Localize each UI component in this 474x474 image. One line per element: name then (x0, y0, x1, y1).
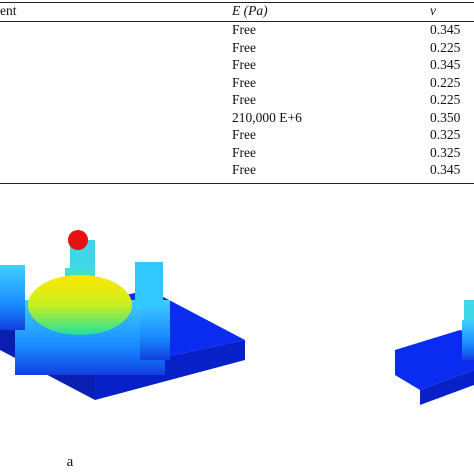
header-cell: E (Pa) (232, 3, 268, 18)
table-cell: Free (232, 144, 256, 160)
figure-label: a (67, 454, 74, 470)
table-cell: Free (232, 57, 256, 72)
rule (0, 21, 474, 22)
table-cell: 0.345 (430, 57, 461, 72)
table-cell: 0.345 (430, 162, 461, 177)
table-cell: 0.225 (430, 92, 461, 107)
slab-side (95, 340, 245, 400)
header-cell: ent (0, 3, 17, 18)
table-cell: Free (232, 127, 256, 142)
building (462, 320, 474, 360)
dome-top (68, 230, 88, 250)
rule (0, 2, 474, 3)
slab-top (395, 330, 474, 390)
table-cell: 0.225 (430, 74, 461, 90)
table-cell: 0.345 (430, 22, 461, 37)
table-cell: 210,000 E+6 (232, 109, 302, 125)
dome (28, 275, 132, 335)
table-cell: Free (232, 74, 256, 90)
header-cell: v (430, 3, 436, 18)
slab-side (420, 370, 474, 405)
tower (140, 300, 170, 360)
tower (0, 265, 25, 330)
table-cell: Free (232, 162, 256, 177)
table-cell: 0.350 (430, 109, 461, 125)
rule (0, 183, 474, 184)
table-cell: 0.225 (430, 39, 461, 55)
table-cell: Free (232, 92, 256, 107)
table-cell: 0.325 (430, 144, 461, 160)
tower (135, 262, 163, 307)
table-cell: 0.325 (430, 127, 461, 142)
table-cell: Free (232, 22, 256, 37)
table-cell: Free (232, 39, 256, 55)
tower (464, 300, 474, 320)
